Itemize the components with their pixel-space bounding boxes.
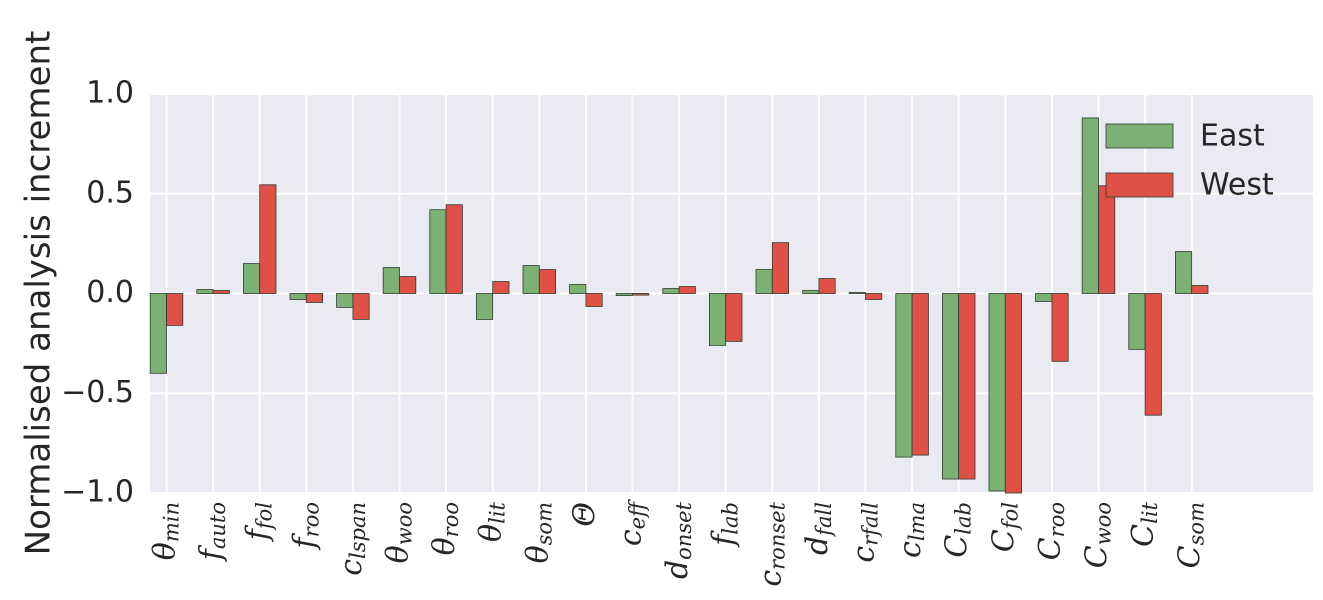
bar-west-9 [585,293,603,307]
bar-west-17 [958,293,976,480]
bar-west-11 [678,286,696,294]
x-tick-label: clma [893,502,929,558]
y-tick-label: −0.5 [61,375,134,410]
bar-west-1 [212,290,230,294]
bar-west-3 [305,293,323,303]
bar-east-18 [988,293,1006,492]
bar-east-5 [382,267,400,294]
bar-west-15 [865,293,883,300]
bar-east-3 [289,293,307,300]
x-tick-label: donset [660,501,696,579]
x-tick-label: θlit [474,501,510,541]
y-tick-label: 0.5 [86,175,134,210]
bar-east-10 [615,293,633,296]
bar-west-8 [538,269,556,294]
bar-west-13 [771,242,789,294]
bar-east-8 [522,265,540,294]
y-axis-label: Normalised analysis increment [19,31,59,556]
bar-east-12 [709,293,727,346]
bar-west-7 [492,281,510,294]
bar-east-0 [149,293,167,374]
bar-east-13 [755,269,773,294]
bar-east-14 [802,290,820,294]
bar-west-0 [166,293,184,326]
bar-west-6 [445,204,463,294]
bar-east-22 [1175,251,1193,294]
bar-east-1 [196,289,214,294]
x-tick-label: froo [287,502,323,550]
legend-swatch-west [1105,172,1174,198]
bar-west-2 [259,184,277,294]
legend-swatch-east [1105,123,1174,149]
x-tick-label: crfall [847,502,883,563]
bar-west-16 [911,293,929,456]
bar-west-20 [1098,185,1116,294]
bar-east-9 [569,284,587,294]
x-tick-label: θroo [427,502,463,555]
x-tick-label: Clit [1126,501,1162,546]
x-tick-label: cronset [753,501,789,586]
x-tick-label: Clab [940,502,976,558]
bar-west-14 [818,278,836,294]
bar-west-19 [1051,293,1069,362]
x-tick-label: Cwoo [1080,502,1116,568]
legend-label-west: West [1200,168,1274,203]
x-tick-label: clspan [334,502,370,576]
bar-west-22 [1191,285,1209,294]
x-tick-label: ffol [241,502,277,542]
bar-east-16 [895,293,913,458]
y-tick-label: −1.0 [61,475,134,510]
bar-east-4 [336,293,354,308]
bar-east-17 [942,293,960,480]
x-tick-label: θwoo [381,502,417,563]
x-tick-label: dfall [800,502,836,555]
bar-east-7 [475,293,494,320]
bars [149,117,1209,494]
bar-east-15 [848,292,866,294]
bar-east-20 [1081,117,1099,294]
bar-east-21 [1128,293,1146,350]
x-tick-label: Cfol [986,502,1022,552]
y-tick-label: 0.0 [86,275,134,310]
legend: East West [1105,119,1274,203]
bar-east-11 [662,288,680,294]
bar-east-6 [429,209,447,294]
x-tick-label: flab [707,502,743,548]
bar-west-10 [632,293,650,296]
x-tick-labels: θmin fauto ffol froo clspan θwoo θroo θlit θsom Θ… [148,499,1209,587]
legend-label-east: East [1200,119,1265,154]
bar-west-4 [352,293,370,320]
x-tick-label: θsom [520,502,556,563]
x-tick-label: fauto [194,502,230,562]
y-tick-label: 1.0 [86,76,134,111]
x-tick-label: θmin [148,502,184,560]
bar-west-18 [1004,293,1022,494]
bar-west-12 [725,293,743,342]
x-tick-label: Csom [1173,502,1209,568]
bar-east-19 [1035,293,1053,302]
bar-east-2 [242,263,261,294]
y-tick-labels: 1.0 0.5 0.0 −0.5 −1.0 [61,76,134,510]
bar-west-21 [1144,293,1162,416]
x-tick-label: ceff [614,499,650,546]
bar-west-5 [399,276,417,294]
x-tick-label: Θ [567,502,602,527]
x-tick-label: Croo [1033,502,1069,560]
